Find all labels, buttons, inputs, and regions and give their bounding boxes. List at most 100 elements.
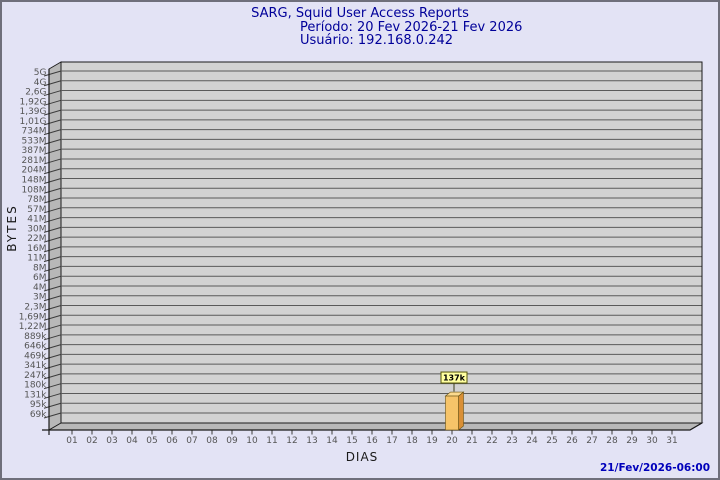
report-title: SARG, Squid User Access Reports <box>251 6 469 21</box>
report-timestamp: 21/Fev/2026-06:00 <box>600 462 710 474</box>
y-axis-tick-label: 889k <box>24 332 47 342</box>
y-axis-tick <box>43 402 62 409</box>
x-axis-tick-label: 08 <box>206 436 218 446</box>
y-axis-tick-label: 95k <box>30 400 47 410</box>
x-axis-tick-label: 03 <box>106 436 117 446</box>
y-axis-tick <box>43 334 62 341</box>
x-axis-tick-label: 18 <box>406 436 418 446</box>
y-axis-tick-label: 1,69M <box>19 312 47 322</box>
x-axis-tick-label: 02 <box>86 436 97 446</box>
y-axis-tick-label: 6M <box>33 273 47 283</box>
y-axis-tick-label: 533M <box>22 136 47 146</box>
x-axis-tick-label: 24 <box>526 436 538 446</box>
y-axis-tick <box>43 226 62 233</box>
x-axis-tick-label: 13 <box>306 436 317 446</box>
y-axis-tick-label: 11M <box>27 254 46 264</box>
y-axis-tick <box>43 90 62 97</box>
y-axis-tick <box>43 197 62 204</box>
x-axis-tick-label: 10 <box>246 436 258 446</box>
x-axis-tick-label: 11 <box>266 436 277 446</box>
y-axis-tick-label: 387M <box>22 146 47 156</box>
x-axis-tick-label: 26 <box>566 436 578 446</box>
y-axis-tick <box>43 119 62 126</box>
y-axis-tick-label: 3M <box>33 293 47 303</box>
y-axis-tick <box>43 99 62 106</box>
y-axis-tick <box>43 217 62 224</box>
y-axis-tick <box>43 207 62 214</box>
x-axis-tick-label: 22 <box>486 436 497 446</box>
y-axis-tick-label: 204M <box>22 166 47 176</box>
y-axis-tick-label: 57M <box>27 205 46 215</box>
chart-floor <box>47 422 704 431</box>
y-axis-tick-label: 1,01G <box>19 117 46 127</box>
y-axis-tick-label: 281M <box>22 156 47 166</box>
y-axis-tick-label: 131k <box>24 390 47 400</box>
chart-back-wall <box>60 61 703 424</box>
y-axis-title: BYTES <box>5 204 19 251</box>
y-axis-tick-label: 247k <box>24 371 47 381</box>
y-axis-tick <box>43 392 62 399</box>
bar-value-callout <box>440 371 468 384</box>
bars: 137k <box>440 371 468 431</box>
y-axis-tick <box>43 314 62 321</box>
y-axis-tick-label: 41M <box>27 215 46 225</box>
bar-day-20: 137k <box>440 371 468 431</box>
y-axis-tick-label: 16M <box>27 244 46 254</box>
y-axis-tick <box>43 109 62 116</box>
y-axis-tick-label: 469k <box>24 351 47 361</box>
report-user: Usuário: 192.168.0.242 <box>300 33 454 48</box>
y-axis-tick <box>43 265 62 272</box>
bar-value-label: 137k <box>443 374 466 383</box>
y-axis-tick <box>43 305 62 311</box>
y-axis-tick-label: 30M <box>27 224 46 234</box>
y-axis-tick-label: 1,92G <box>19 97 46 107</box>
y-axis-tick <box>43 168 62 175</box>
x-axis-tick-label: 14 <box>326 436 338 446</box>
y-axis-tick-label: 8M <box>33 263 47 273</box>
y-axis-tick <box>43 285 62 292</box>
x-axis-tick-label: 06 <box>166 436 178 446</box>
x-axis-tick-label: 12 <box>286 436 297 446</box>
y-axis-tick-label: 180k <box>24 381 47 391</box>
x-axis-tick-label: 15 <box>346 436 357 446</box>
y-axis-tick <box>43 373 62 380</box>
y-axis-tick-label: 4G <box>34 78 47 88</box>
y-axis-tick <box>43 70 62 77</box>
x-axis-tick-label: 30 <box>646 436 658 446</box>
report-period: Período: 20 Fev 2026-21 Fev 2026 <box>300 20 523 35</box>
x-axis-tick-label: 09 <box>226 436 238 446</box>
y-axis-ticks: 5G4G2,6G1,92G1,39G1,01G734M533M387M281M2… <box>19 68 62 420</box>
y-axis-tick <box>43 363 62 370</box>
y-axis-tick <box>43 353 62 360</box>
y-axis-tick-label: 734M <box>22 127 47 137</box>
x-axis-tick-label: 25 <box>546 436 557 446</box>
y-axis-tick-label: 108M <box>22 185 47 195</box>
y-axis-tick-label: 69k <box>30 410 47 420</box>
y-axis-tick <box>43 80 62 87</box>
gridlines <box>61 70 702 414</box>
x-axis-tick-label: 29 <box>626 436 638 446</box>
y-axis-tick-label: 2,6G <box>25 88 46 98</box>
x-axis-ticks: 01 02 03 04 05 06 07 08 09 10 11 12 13 14 15 16 17 18 19 20… <box>66 429 678 446</box>
y-axis-tick-label: 1,39G <box>19 107 46 117</box>
x-axis-tick-label: 23 <box>506 436 517 446</box>
y-axis-tick <box>43 295 62 302</box>
y-axis-tick-label: 78M <box>27 195 46 205</box>
y-axis-tick <box>43 256 62 263</box>
y-axis-tick <box>43 187 62 194</box>
x-axis-title: DIAS <box>346 450 379 464</box>
x-axis-line <box>42 422 703 431</box>
x-axis-tick-label: 07 <box>186 436 197 446</box>
y-axis-tick <box>43 275 62 282</box>
y-axis-tick-label: 22M <box>27 234 46 244</box>
y-axis-tick <box>43 344 62 351</box>
x-axis-tick-label: 31 <box>666 436 677 446</box>
y-axis-tick <box>43 324 62 331</box>
y-axis-tick <box>43 412 62 419</box>
x-axis-tick-label: 05 <box>146 436 157 446</box>
bar-front-face <box>445 395 459 431</box>
x-axis-tick-label: 01 <box>66 436 77 446</box>
x-axis-tick-label: 16 <box>366 436 378 446</box>
